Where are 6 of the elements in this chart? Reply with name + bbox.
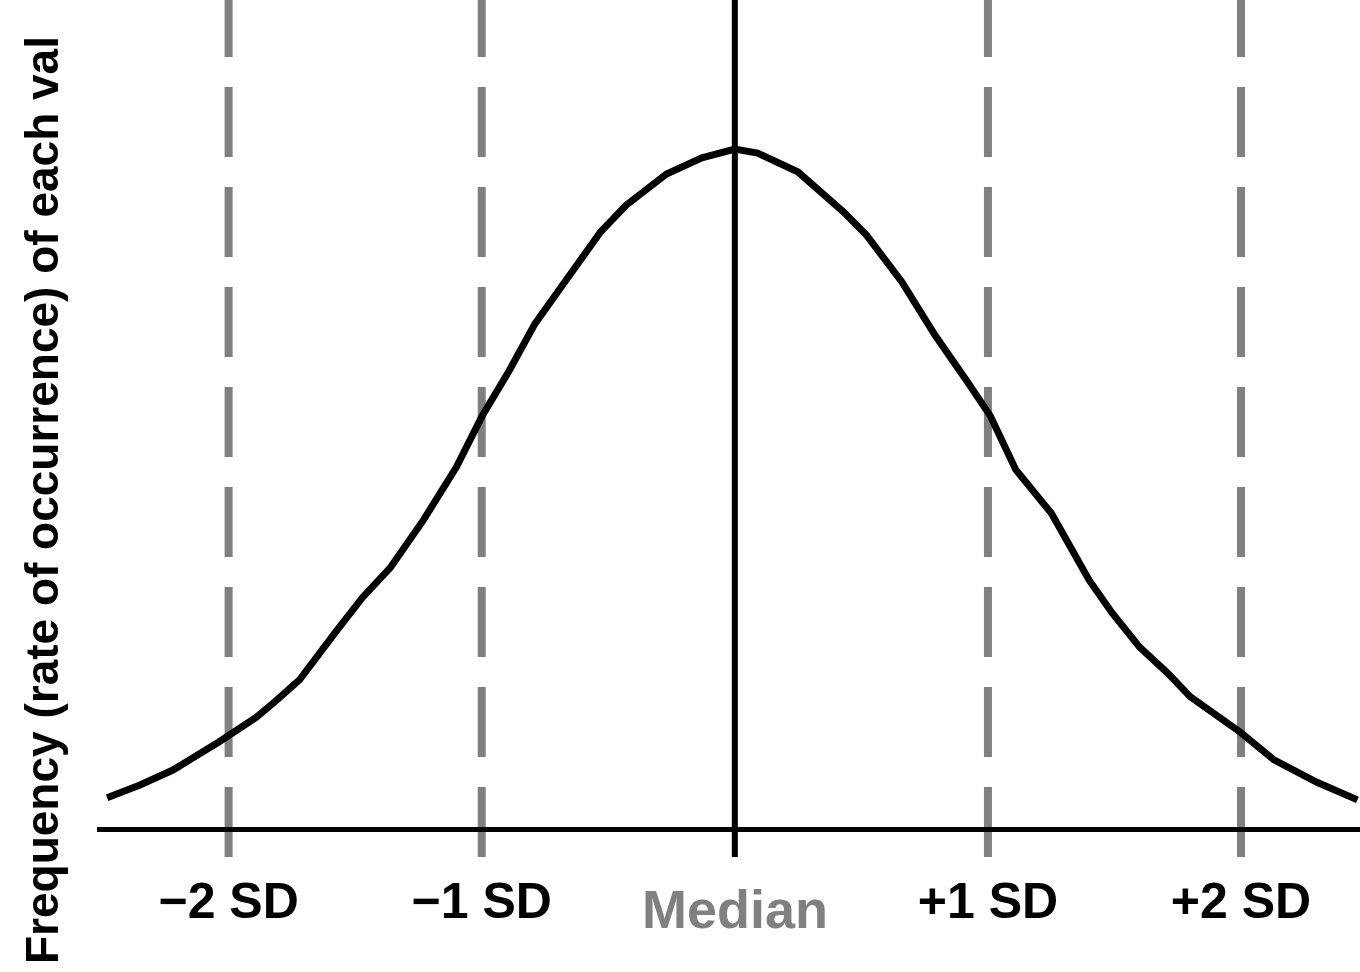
x-tick-label: +2 SD bbox=[1170, 873, 1312, 929]
x-tick-label: −2 SD bbox=[158, 873, 299, 929]
x-tick-label: −1 SD bbox=[411, 873, 552, 929]
x-tick-label: +1 SD bbox=[917, 873, 1059, 929]
ref-line-label: Median bbox=[642, 879, 829, 939]
y-axis-title: Frequency (rate of occurrence) of each val bbox=[16, 36, 68, 964]
